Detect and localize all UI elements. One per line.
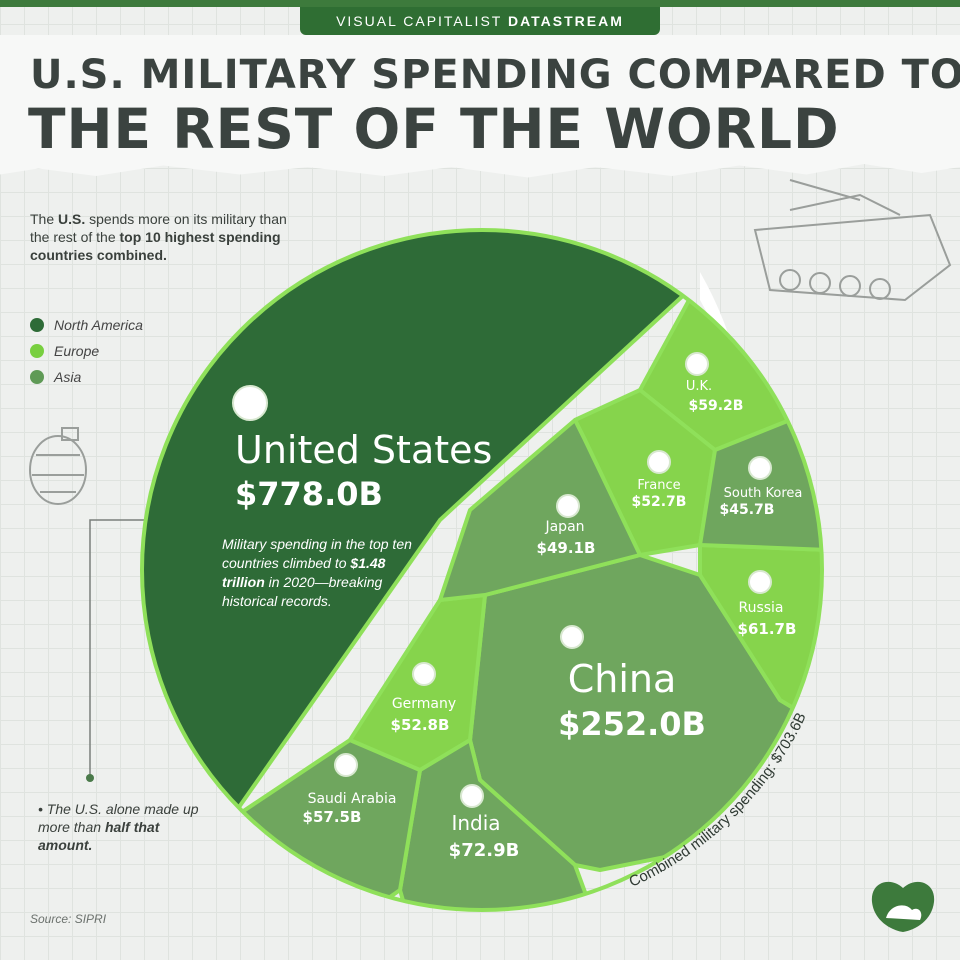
- label-u-k-name: U.K.: [686, 379, 712, 394]
- visual-capitalist-logo: [871, 881, 935, 932]
- intro-text: The U.S. spends more on its military tha…: [30, 211, 287, 263]
- chart-outline: [140, 228, 824, 912]
- label-saudi-arabia-name: Saudi Arabia: [308, 791, 397, 807]
- flag-india-icon: [460, 784, 484, 808]
- label-u-k-value: $59.2B: [689, 398, 744, 414]
- flag-russia-icon: [748, 570, 772, 594]
- source-text: Source: SIPRI: [30, 912, 107, 926]
- flag-south-korea-icon: [748, 456, 772, 480]
- flag-china-icon: [560, 625, 584, 649]
- legend-item-asia: Asia: [30, 364, 143, 390]
- tank-icon: [753, 179, 952, 302]
- label-germany-name: Germany: [392, 696, 456, 712]
- label-india-name: India: [451, 811, 500, 835]
- label-india-value: $72.9B: [449, 840, 520, 861]
- label-france-value: $52.7B: [632, 494, 687, 510]
- brand-name: VISUAL CAPITALIST: [336, 13, 508, 29]
- title-panel: [0, 35, 960, 178]
- callout-line: [89, 519, 145, 778]
- flag-saudi-arabia-icon: [334, 753, 358, 777]
- label-saudi-arabia-value: $57.5B: [303, 808, 362, 826]
- label-china-value: $252.0B: [558, 705, 706, 743]
- cell-south-korea: [698, 418, 822, 552]
- label-united-states-value: $778.0B: [235, 475, 383, 513]
- flag-u-k-icon: [685, 352, 709, 376]
- side-note: • The U.S. alone made up more than half …: [38, 801, 199, 853]
- top-bar: [0, 0, 960, 7]
- cell-japan: [438, 418, 642, 602]
- title-line-1: U.S. MILITARY SPENDING COMPARED TO: [30, 52, 960, 98]
- label-china-name: China: [568, 657, 677, 701]
- legend-swatch: [30, 344, 44, 358]
- flag-germany-icon: [412, 662, 436, 686]
- label-russia-value: $61.7B: [738, 620, 797, 638]
- label-united-states-name: United States: [235, 428, 492, 472]
- flag-france-icon: [647, 450, 671, 474]
- legend-swatch: [30, 370, 44, 384]
- label-south-korea-value: $45.7B: [720, 502, 775, 518]
- callout-dot: [86, 774, 94, 782]
- cell-labels: United States$778.0B China $252.0B India $72…: [235, 379, 802, 861]
- flag-icons: [232, 352, 772, 808]
- flag-japan-icon: [556, 494, 580, 518]
- legend: North America Europe Asia: [30, 312, 143, 390]
- label-japan-value: $49.1B: [537, 539, 596, 557]
- label-south-korea-name: South Korea: [724, 486, 803, 501]
- brand-banner: VISUAL CAPITALIST DATASTREAM: [300, 7, 660, 35]
- label-france-name: France: [637, 478, 680, 493]
- brand-product: DATASTREAM: [507, 13, 624, 29]
- title-line-2: THE REST OF THE WORLD: [28, 97, 840, 161]
- legend-item-europe: Europe: [30, 338, 143, 364]
- label-germany-value: $52.8B: [391, 716, 450, 734]
- legend-item-north-america: North America: [30, 312, 143, 338]
- legend-swatch: [30, 318, 44, 332]
- flag-united-states-icon: [232, 385, 268, 421]
- label-japan-name: Japan: [544, 519, 584, 535]
- records-note: Military spending in the top ten countri…: [222, 536, 412, 609]
- label-russia-name: Russia: [738, 600, 783, 616]
- grenade-icon: [29, 427, 87, 505]
